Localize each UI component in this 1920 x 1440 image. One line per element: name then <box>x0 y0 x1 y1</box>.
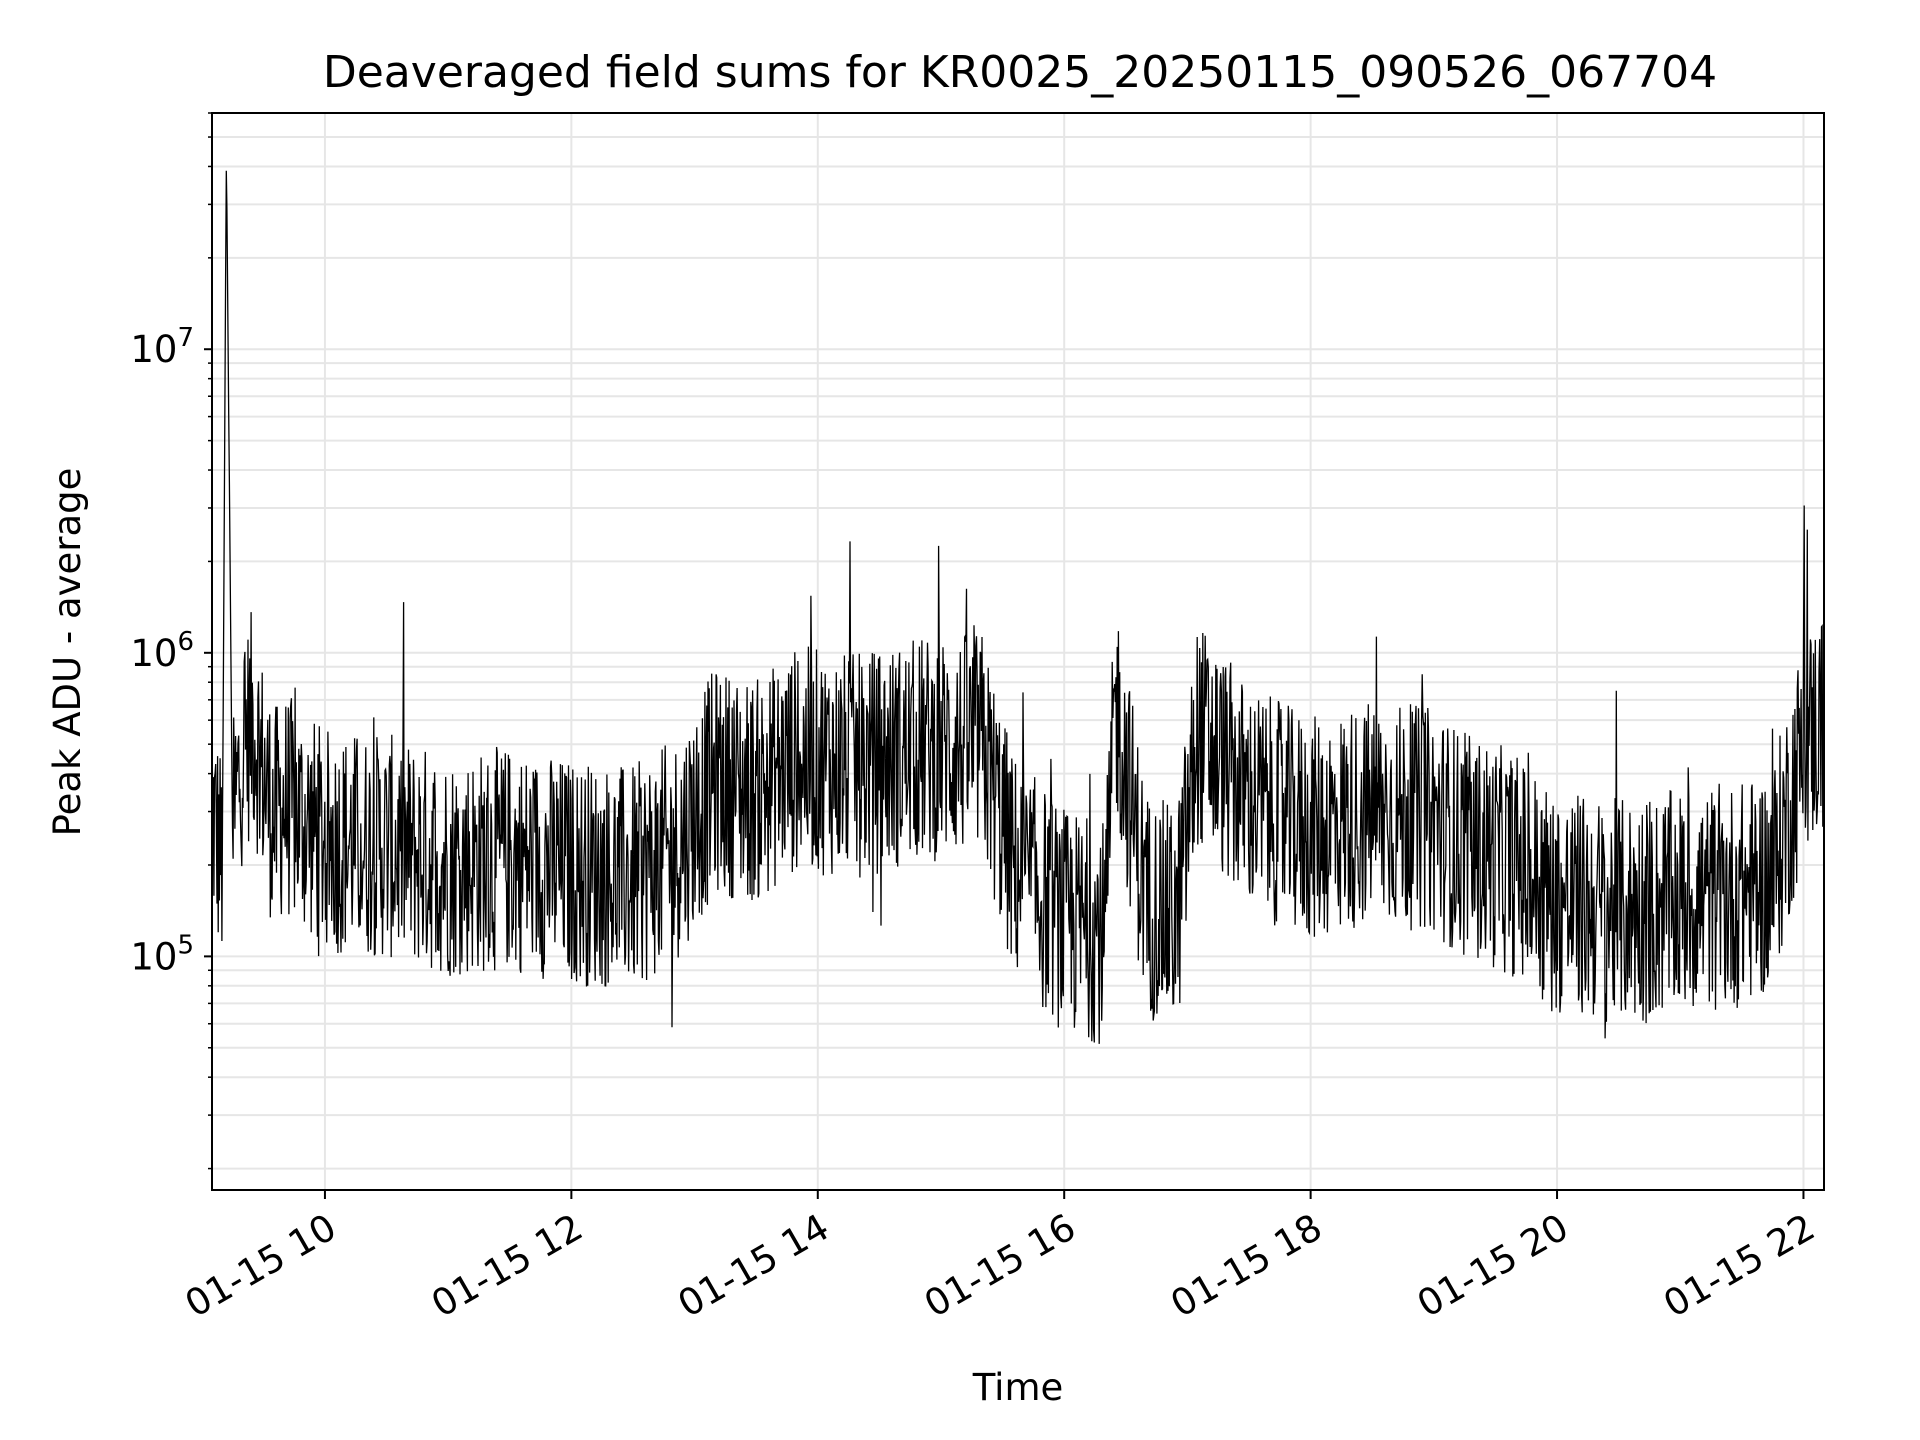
y-tick-label: 105 <box>130 930 194 978</box>
data-point <box>1145 902 1147 904</box>
y-axis-label: Peak ADU - average <box>46 468 89 837</box>
data-point <box>1371 811 1373 813</box>
data-point <box>796 757 798 759</box>
data-point <box>273 820 275 822</box>
data-point <box>1515 864 1517 866</box>
data-point <box>242 743 244 745</box>
data-point <box>1248 798 1250 800</box>
data-point <box>1012 864 1014 866</box>
data-point <box>673 851 675 853</box>
data-point <box>1176 921 1178 923</box>
data-point <box>1197 731 1199 733</box>
data-point <box>1803 743 1805 745</box>
data-point <box>714 779 716 781</box>
data-point <box>1310 829 1312 831</box>
y-tick-label: 107 <box>130 323 194 371</box>
data-point <box>981 743 983 745</box>
data-point <box>1433 820 1435 822</box>
x-axis-label: Time <box>972 1366 1064 1409</box>
data-point <box>755 790 757 792</box>
data-point <box>1464 846 1466 848</box>
data-point <box>283 802 285 804</box>
data-point <box>252 719 254 721</box>
data-point <box>324 840 326 842</box>
data-point <box>632 878 634 880</box>
series-line <box>211 150 1825 1044</box>
data-point <box>1772 878 1774 880</box>
plot-frame <box>211 112 1825 1191</box>
series-path <box>211 170 1825 1044</box>
y-axis: 105 106 107 <box>130 112 212 1170</box>
data-point <box>920 749 922 751</box>
data-point <box>1104 931 1106 933</box>
data-point <box>1484 851 1486 853</box>
data-point <box>221 864 223 866</box>
data-point <box>1741 893 1743 895</box>
data-point <box>225 150 227 152</box>
data-point <box>1115 699 1117 701</box>
data-point <box>858 766 860 768</box>
data-point <box>262 773 264 775</box>
data-point <box>1679 902 1681 904</box>
data-point <box>1063 921 1065 923</box>
data-point <box>386 846 388 848</box>
data-point <box>1556 902 1558 904</box>
data-point <box>570 871 572 873</box>
data-point <box>509 858 511 860</box>
data-point <box>447 864 449 866</box>
data-point <box>232 835 234 837</box>
y-tick-label: 106 <box>130 627 194 675</box>
data-point <box>1618 911 1620 913</box>
chart-title: Deaveraged field sums for KR0025_2025011… <box>323 47 1717 98</box>
